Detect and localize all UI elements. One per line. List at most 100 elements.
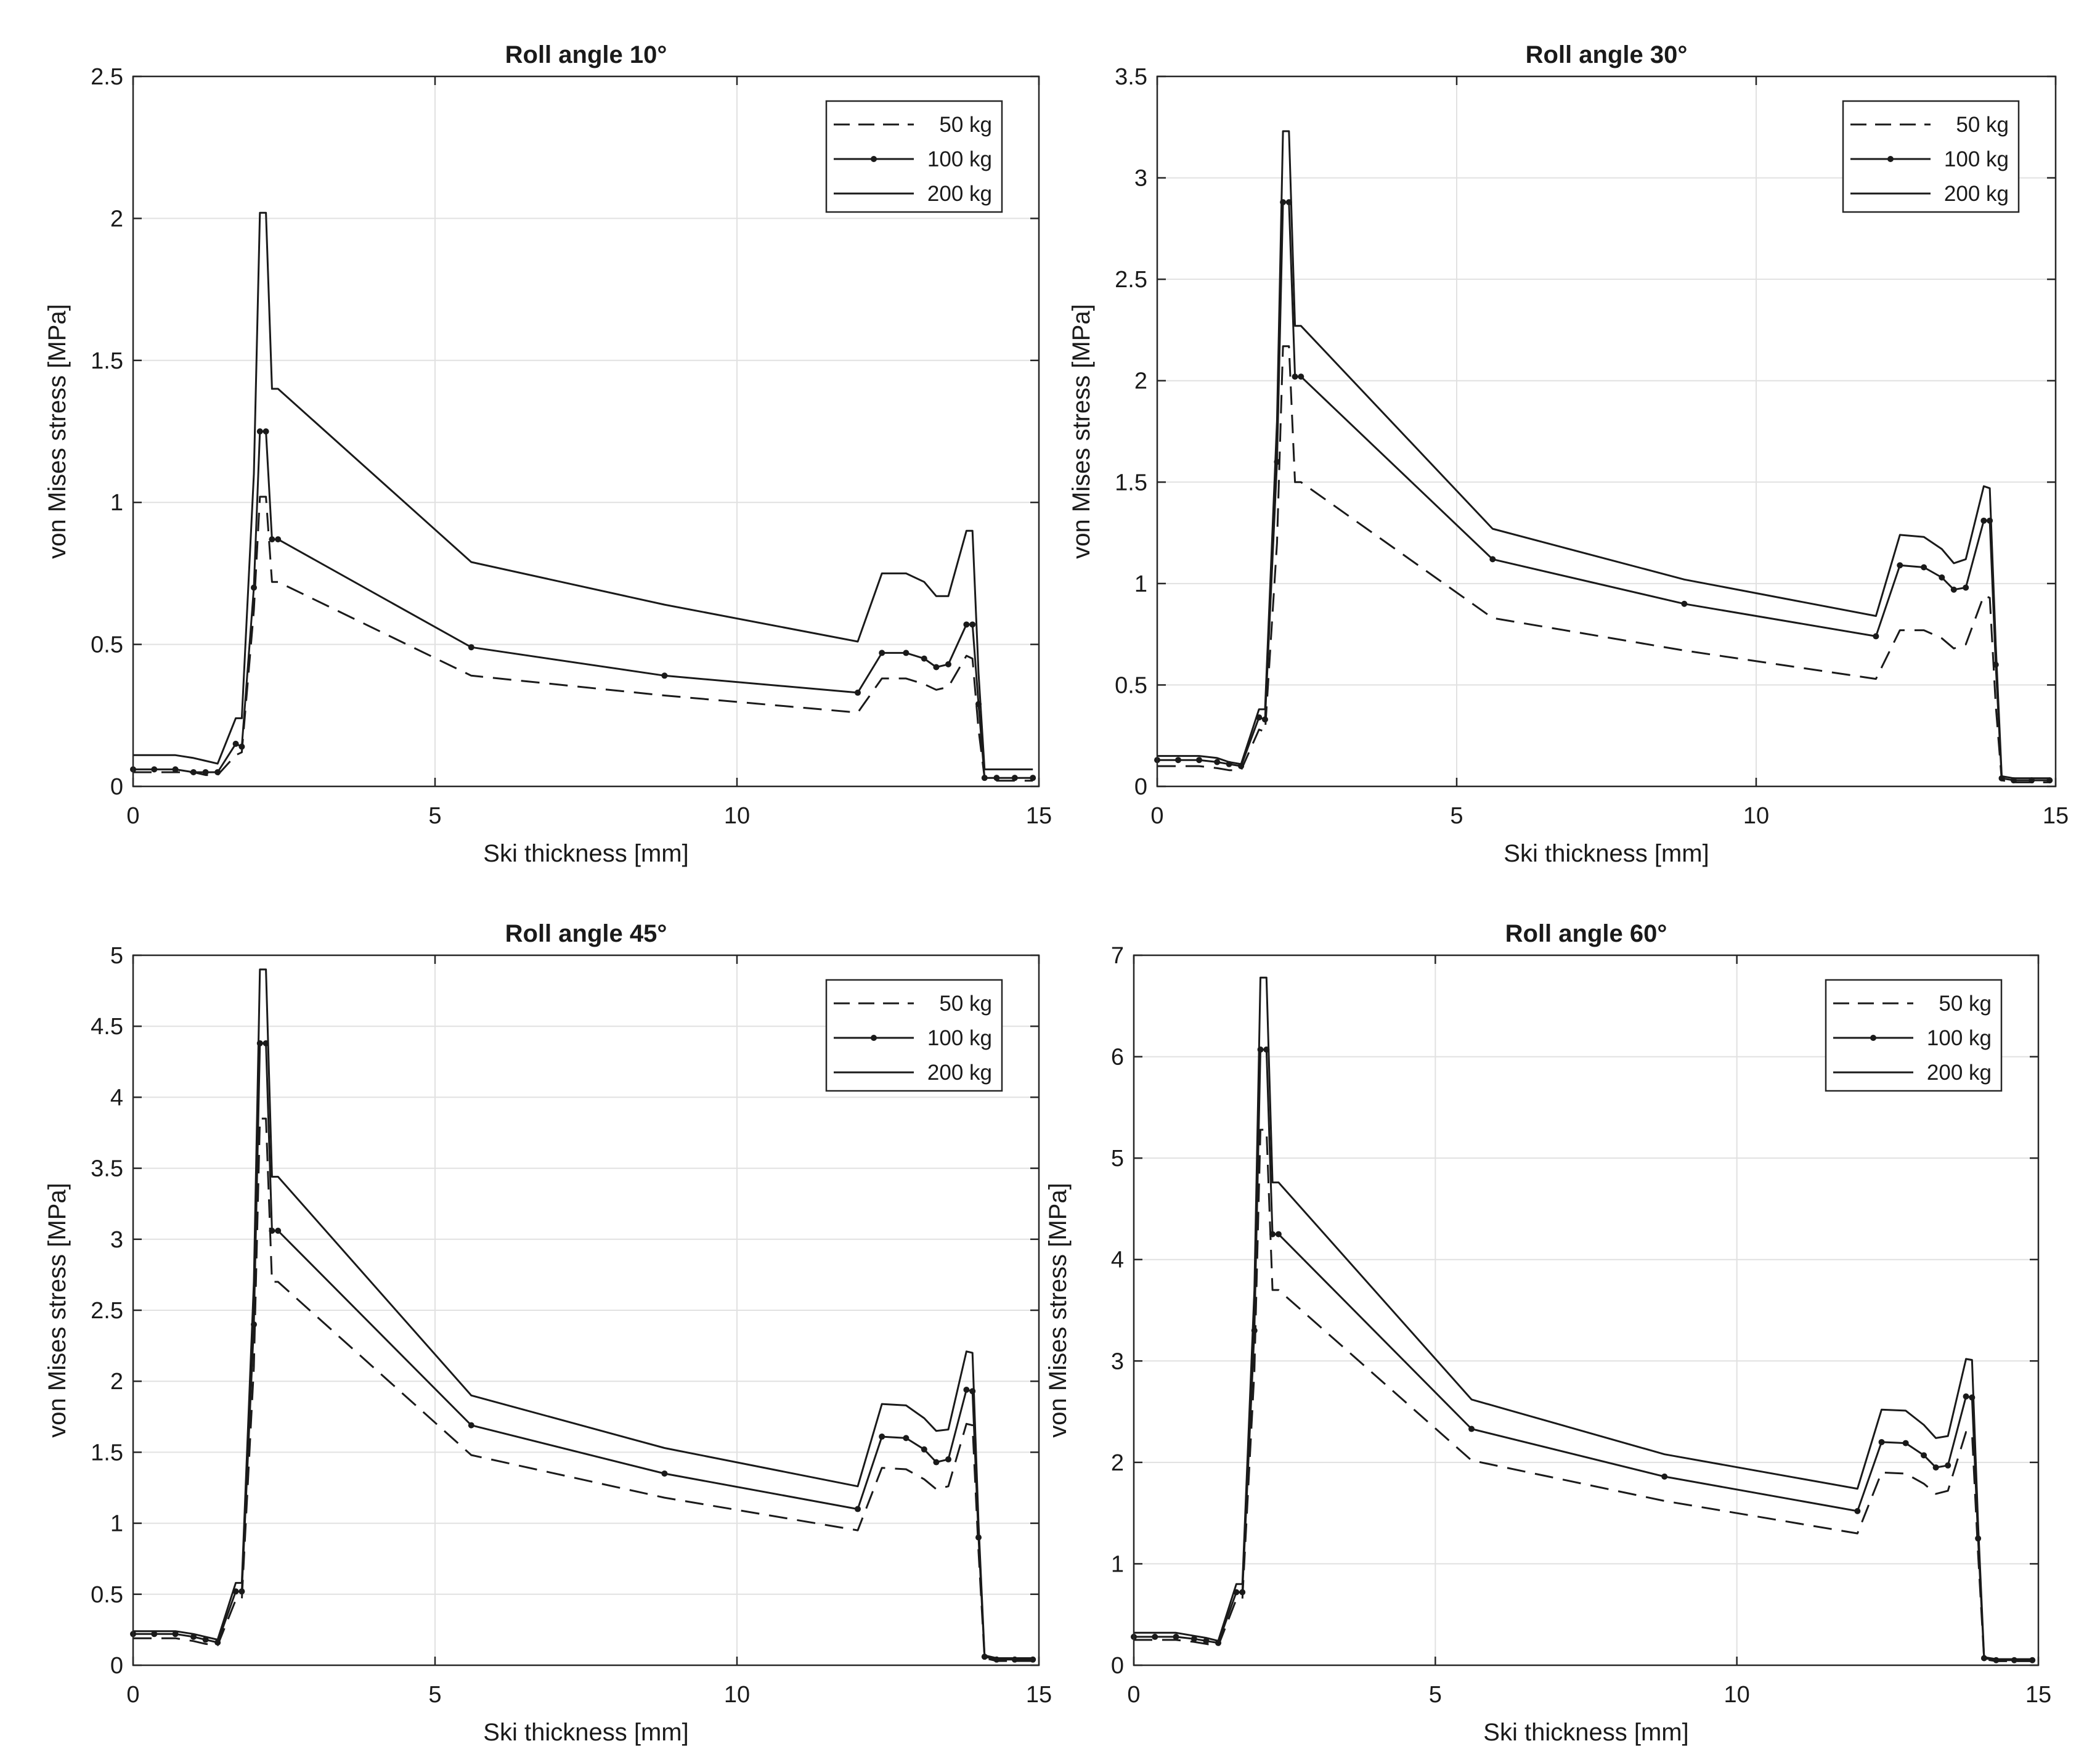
series-point	[269, 536, 275, 543]
y-tick-label: 3.5	[1115, 64, 1147, 90]
series-point	[933, 1459, 940, 1466]
y-tick-label: 1.5	[1115, 470, 1147, 496]
x-axis-label: Ski thickness [mm]	[483, 1719, 688, 1746]
series-point	[262, 428, 269, 434]
series-point	[1932, 1464, 1939, 1471]
x-tick-label: 10	[1743, 803, 1769, 829]
y-tick-label: 1	[110, 490, 123, 516]
series-point	[1921, 1452, 1927, 1459]
y-tick-label: 7	[1111, 943, 1124, 969]
y-tick-label: 1.5	[91, 348, 123, 374]
y-tick-label: 2	[110, 206, 123, 232]
series-point	[879, 650, 885, 656]
series-point	[1873, 633, 1879, 640]
series-point	[1854, 1507, 1861, 1514]
series-point	[251, 584, 257, 591]
series-point	[969, 621, 976, 628]
series-line-100-kg	[1134, 1048, 2033, 1662]
legend: 50 kg 100 kg 200 kg	[825, 100, 1003, 213]
chart-panel-3: 0 5 10 15 0 1 2 3 4 5 6 7 Roll angle 60° Ski thicknes…	[1044, 920, 2051, 1746]
x-tick-label: 5	[1429, 1682, 1442, 1708]
series-line-100-kg	[1157, 201, 2050, 781]
series-point	[151, 1631, 158, 1638]
x-tick-label: 15	[2025, 1682, 2051, 1708]
series-point	[1261, 716, 1268, 723]
chart-title: Roll angle 45°	[505, 920, 667, 947]
series-point	[879, 1434, 885, 1440]
series-point	[256, 428, 263, 434]
series-point	[933, 664, 940, 671]
series-point	[1945, 1462, 1951, 1469]
y-tick-label: 3	[110, 1227, 123, 1253]
series-point	[1298, 373, 1304, 380]
x-axis-label: Ski thickness [mm]	[483, 840, 688, 867]
series-point	[1196, 757, 1203, 764]
legend-entry: 100 kg	[927, 147, 992, 171]
y-tick-label: 0.5	[91, 1582, 123, 1608]
series-point	[214, 1639, 221, 1646]
series-point	[1152, 1633, 1158, 1640]
series-point	[1203, 1638, 1210, 1644]
series-point	[1661, 1473, 1668, 1480]
legend-marker	[1887, 156, 1894, 162]
x-tick-label: 10	[724, 1682, 750, 1708]
legend-entry: 200 kg	[927, 182, 992, 206]
y-tick-label: 0.5	[91, 632, 123, 658]
series-point	[238, 743, 245, 750]
series-line-50-kg	[1157, 345, 2050, 783]
legend-entry: 100 kg	[927, 1026, 992, 1050]
series-point	[238, 1588, 245, 1595]
y-tick-label: 0	[110, 1653, 123, 1679]
series-point	[1489, 556, 1496, 563]
series-point	[190, 769, 197, 775]
series-point	[921, 655, 927, 662]
y-tick-label: 0.5	[1115, 672, 1147, 698]
series-point	[1902, 1440, 1909, 1446]
series-point	[269, 1227, 275, 1234]
series-point	[661, 672, 668, 679]
chart-title: Roll angle 10°	[505, 41, 667, 68]
series-point	[1239, 1589, 1246, 1596]
y-tick-label: 1.5	[91, 1440, 123, 1466]
series-point	[661, 1470, 668, 1477]
series-point	[921, 1446, 927, 1453]
y-tick-label: 0	[1111, 1653, 1124, 1679]
series-line-200-kg	[133, 211, 1033, 770]
chart-title: Roll angle 60°	[1505, 920, 1667, 947]
series-point	[1275, 1231, 1282, 1238]
legend-entry: 100 kg	[1927, 1026, 1992, 1050]
x-tick-label: 5	[428, 1682, 441, 1708]
series-point	[468, 644, 474, 651]
y-axis-label: von Mises stress [MPa]	[1068, 304, 1095, 558]
legend-entry: 50 kg	[1956, 113, 2009, 137]
x-axis-label: Ski thickness [mm]	[1483, 1719, 1688, 1746]
y-tick-label: 2.5	[91, 64, 123, 90]
chart-panel-0: 0 5 10 15 0 0.5 1 1.5 2 2.5 Roll angle 10° Ski thic…	[44, 41, 1052, 867]
series-point	[1939, 574, 1945, 581]
series-point	[275, 536, 282, 543]
y-axis-label: von Mises stress [MPa]	[1044, 1183, 1072, 1437]
series-point	[1269, 1231, 1276, 1238]
y-tick-label: 3	[1111, 1348, 1124, 1374]
series-line-50-kg	[133, 496, 1033, 782]
series-point	[981, 775, 988, 781]
x-tick-label: 0	[1150, 803, 1163, 829]
y-tick-label: 0	[110, 774, 123, 800]
x-tick-label: 0	[1127, 1682, 1140, 1708]
y-axis-label: von Mises stress [MPa]	[44, 304, 71, 558]
series-point	[2011, 1657, 2017, 1663]
series-point	[963, 1387, 970, 1393]
y-axis-label: von Mises stress [MPa]	[44, 1183, 71, 1437]
y-tick-label: 3	[1134, 166, 1147, 192]
series-point	[275, 1227, 282, 1234]
series-point	[2029, 1657, 2036, 1663]
legend: 50 kg 100 kg 200 kg	[825, 979, 1003, 1092]
y-tick-label: 2	[1134, 369, 1147, 394]
series-point	[945, 1456, 951, 1462]
y-tick-label: 4	[1111, 1247, 1124, 1273]
y-tick-label: 1	[110, 1511, 123, 1537]
legend-entry: 200 kg	[927, 1061, 992, 1085]
series-line-100-kg	[133, 1042, 1033, 1661]
series-line-100-kg	[133, 430, 1033, 779]
